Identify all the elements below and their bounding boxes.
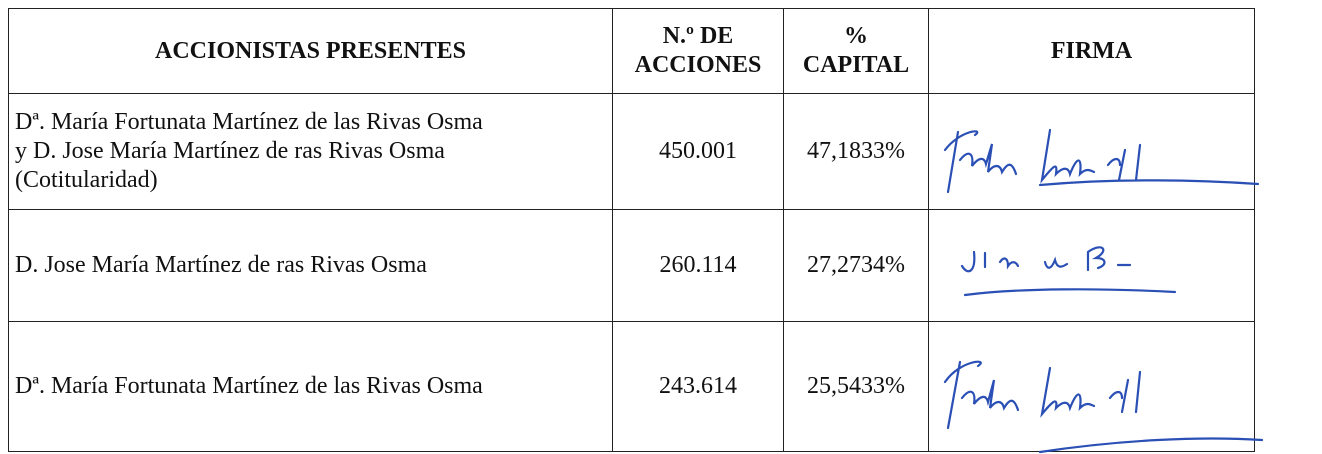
table-row: D. Jose María Martínez de ras Rivas Osma… xyxy=(8,209,1255,322)
signature xyxy=(943,360,1264,454)
capital-cell: 25,5433% xyxy=(783,321,929,452)
signature xyxy=(960,246,1177,297)
signature-cell xyxy=(928,321,1255,452)
text-line: FIRMA xyxy=(1050,37,1133,64)
text-line: Dª. María Fortunata Martínez de las Riva… xyxy=(15,373,483,399)
text-line: D. Jose María Martínez de ras Rivas Osma xyxy=(15,252,427,278)
shares-cell: 243.614 xyxy=(612,321,784,452)
text-line: y D. Jose María Martínez de ras Rivas Os… xyxy=(15,138,445,164)
text-line: % xyxy=(844,23,868,49)
shareholder-table: ACCIONISTAS PRESENTES N.º DE ACCIONES% CAPI… xyxy=(8,8,1255,452)
capital-cell: 27,2734% xyxy=(783,209,929,322)
holder-cell: Dª. María Fortunata Martínez de las Riva… xyxy=(8,93,613,210)
signature-cell xyxy=(928,209,1255,322)
holder-cell: Dª. María Fortunata Martínez de las Riva… xyxy=(8,321,613,452)
capital-cell: 47,1833% xyxy=(783,93,929,210)
header-cell: ACCIONISTAS PRESENTES xyxy=(8,8,613,94)
text-line: (Cotitularidad) xyxy=(15,167,158,193)
text-line: ACCIONISTAS PRESENTES xyxy=(155,37,466,64)
table-row: Dª. María Fortunata Martínez de las Riva… xyxy=(8,93,1255,210)
text-line: CAPITAL xyxy=(802,52,910,78)
text-line: ACCIONES xyxy=(634,52,762,78)
text-line: N.º DE xyxy=(662,23,734,49)
header-cell: % CAPITAL xyxy=(783,8,929,94)
shares-cell: 260.114 xyxy=(612,209,784,322)
header-row: ACCIONISTAS PRESENTES N.º DE ACCIONES% CAPI… xyxy=(8,8,1255,94)
header-cell: N.º DE ACCIONES xyxy=(612,8,784,94)
holder-cell: D. Jose María Martínez de ras Rivas Osma xyxy=(8,209,613,322)
text-line: Dª. María Fortunata Martínez de las Riva… xyxy=(15,109,483,135)
signature xyxy=(943,128,1260,194)
table-row: Dª. María Fortunata Martínez de las Riva… xyxy=(8,321,1255,452)
table-body: Dª. María Fortunata Martínez de las Riva… xyxy=(8,93,1255,452)
